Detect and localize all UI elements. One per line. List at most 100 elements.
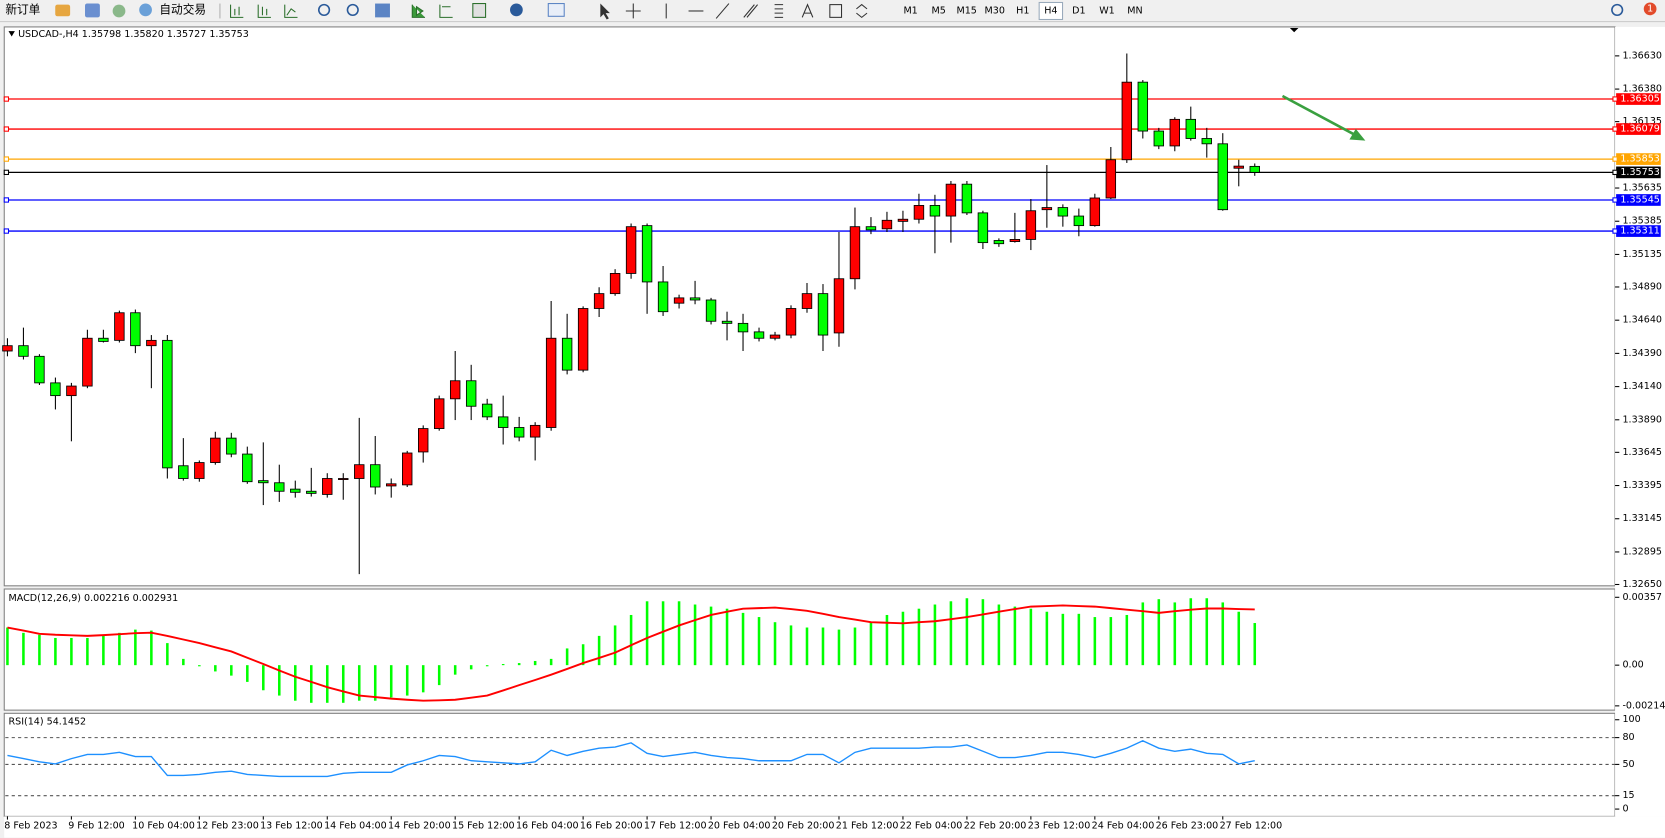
icon[interactable] — [600, 3, 610, 20]
macd-bar — [1173, 602, 1177, 666]
timeframe-button[interactable]: M15 — [957, 5, 977, 16]
icon[interactable] — [257, 4, 271, 18]
level-label-bg — [1616, 166, 1661, 179]
icon[interactable] — [774, 4, 784, 18]
candle-body — [609, 273, 621, 295]
rsi-line — [7, 739, 1255, 778]
y-tick-label: -0.002141 — [1622, 700, 1665, 711]
icon[interactable] — [284, 4, 298, 18]
icon[interactable] — [411, 4, 426, 18]
timeframe-button[interactable]: MN — [1127, 5, 1142, 16]
icon[interactable] — [346, 3, 359, 17]
macd-bar — [166, 643, 169, 666]
candle-body — [881, 219, 893, 230]
timeframe-button[interactable]: H1 — [1016, 5, 1029, 16]
notification-count[interactable]: 1 — [1647, 3, 1653, 14]
macd-bar — [677, 601, 681, 666]
icon[interactable] — [472, 3, 487, 18]
macd-bar — [549, 658, 553, 666]
x-tick-label: 24 Feb 04:00 — [1092, 820, 1155, 831]
level-label-bg — [1616, 153, 1661, 165]
chart-layer: 1.36630 1.36380 1.36135 1.35635 1.35385 1.351… — [2, 29, 1665, 831]
icon[interactable] — [801, 3, 814, 18]
macd-bar — [309, 665, 313, 703]
timeframe-selected[interactable] — [1038, 1, 1064, 21]
icon[interactable] — [715, 3, 730, 19]
macd-bar — [565, 648, 569, 666]
icon[interactable] — [510, 3, 523, 17]
x-tick-label: 20 Feb 04:00 — [708, 820, 771, 831]
candle-body — [322, 478, 333, 495]
y-tick-label: 1.33645 — [1622, 447, 1661, 458]
icon[interactable] — [547, 3, 565, 17]
icon[interactable] — [85, 3, 100, 18]
search-icon[interactable] — [1611, 3, 1624, 17]
macd-bar — [581, 644, 585, 666]
candle-body — [833, 278, 845, 334]
timeframe-button[interactable]: H4 — [1044, 5, 1057, 16]
candle-body — [1057, 207, 1069, 217]
icon[interactable] — [439, 4, 453, 18]
level-label: 1.36079 — [1620, 124, 1659, 135]
level-handle — [1612, 126, 1618, 132]
macd-bar — [789, 625, 793, 666]
timeframe-button[interactable]: M1 — [903, 5, 917, 16]
icon[interactable] — [856, 3, 868, 19]
icon[interactable] — [139, 3, 152, 17]
candle-body — [1249, 165, 1260, 173]
y-tick-label: 1.32895 — [1622, 546, 1661, 557]
icon[interactable] — [625, 3, 641, 19]
notification-badge[interactable] — [1643, 2, 1657, 16]
macd-bar — [741, 612, 745, 666]
candle-body — [945, 183, 957, 217]
level-label: 1.35753 — [1620, 167, 1659, 178]
icon[interactable] — [375, 3, 390, 18]
macd-bar — [389, 665, 393, 698]
candle-body — [1105, 159, 1117, 199]
candle-body — [465, 380, 477, 407]
auto-trading-button[interactable]: 自动交易 — [139, 2, 206, 16]
time-scale — [4, 816, 1665, 838]
icon[interactable] — [829, 4, 843, 18]
macd-bar — [1093, 617, 1097, 666]
icon[interactable] — [112, 4, 126, 18]
new-order-button[interactable]: 新订单 — [5, 2, 40, 16]
macd-bar — [501, 664, 505, 666]
icon[interactable] — [55, 4, 71, 17]
candle-body — [2, 345, 13, 352]
y-tick-label: 1.34890 — [1622, 281, 1661, 292]
y-tick-label: 1.34640 — [1622, 315, 1661, 326]
candle-body — [993, 240, 1005, 245]
candle-body — [1201, 138, 1212, 145]
x-tick-label: 23 Feb 12:00 — [1028, 820, 1091, 831]
macd-panel — [3, 588, 1616, 711]
candle-body — [897, 218, 909, 222]
macd-bar — [597, 635, 601, 666]
icon[interactable] — [317, 3, 331, 17]
candle-body — [418, 428, 429, 453]
macd-bar — [373, 665, 377, 701]
macd-bar — [853, 627, 857, 666]
timeframe-button[interactable]: M5 — [931, 5, 945, 16]
timeframe-button[interactable]: M30 — [985, 5, 1005, 16]
new-order-label[interactable]: 新订单 — [5, 2, 40, 16]
macd-bar — [661, 601, 665, 666]
candle-body — [66, 385, 77, 397]
macd-bar — [933, 604, 937, 666]
icon[interactable] — [743, 4, 758, 18]
macd-bar — [86, 637, 89, 666]
candle-body — [258, 480, 269, 484]
x-tick-label: 17 Feb 12:00 — [644, 820, 707, 831]
macd-bar — [405, 665, 409, 696]
icon[interactable] — [230, 4, 244, 18]
auto-trading-label[interactable]: 自动交易 — [159, 2, 206, 16]
timeframe-button[interactable]: D1 — [1072, 5, 1085, 16]
timeframe-button[interactable]: W1 — [1099, 5, 1115, 16]
candle-body — [785, 308, 797, 336]
shift-marker — [1289, 27, 1299, 33]
macd-bar — [645, 601, 649, 666]
y-tick-label: 80 — [1622, 732, 1634, 743]
candle-body — [625, 226, 637, 274]
